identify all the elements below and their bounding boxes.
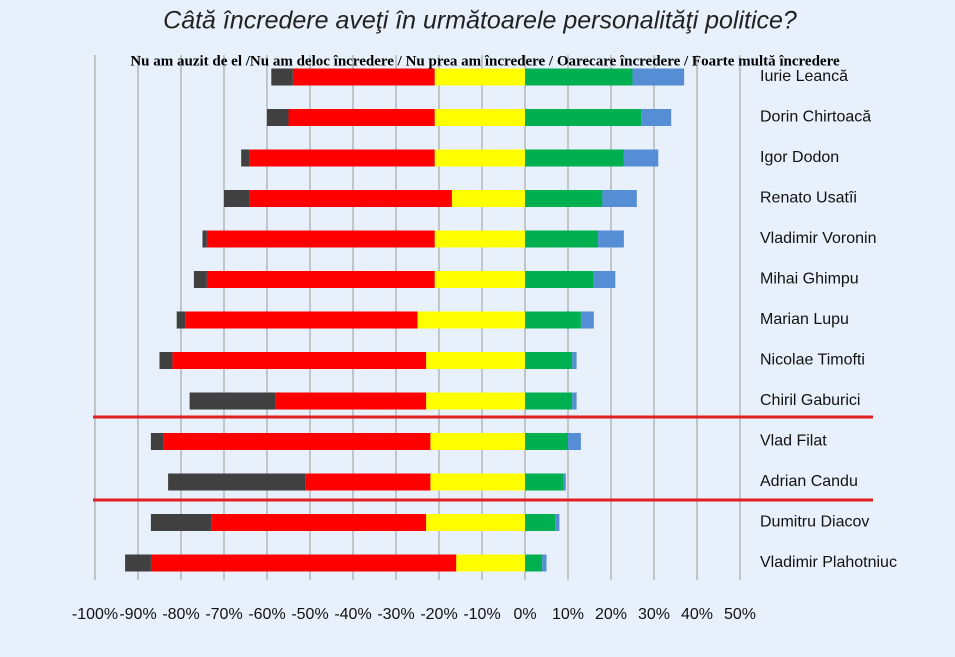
x-tick-label: 0% [513,606,536,623]
x-tick-label: -50% [291,606,328,623]
bar-segment [224,190,250,207]
bar-segment [525,109,642,126]
x-tick-label: -40% [334,606,371,623]
bar-segment [430,473,525,491]
x-tick-label: -30% [377,606,414,623]
category-label: Iurie Leancă [760,68,848,85]
category-label: Nicolae Timofti [760,352,865,369]
bar-segment [568,433,581,450]
category-label: Renato Usatîi [760,190,857,207]
bar-segment [542,554,547,572]
bar-segment [580,311,594,329]
x-tick-label: 10% [552,606,584,623]
category-label: Igor Dodon [760,149,839,166]
bar-segment [211,514,427,531]
bar-segment [525,433,568,450]
bar-segment [555,514,560,531]
x-tick-label: -10% [463,606,500,623]
bar-segment [525,190,603,207]
x-tick-label: 30% [638,606,670,623]
bar-segment [434,68,525,86]
bar-segment [125,554,151,572]
bar-segment [292,68,435,86]
bar-segment [249,149,435,167]
bar-segment [525,68,633,86]
bar-segment [598,230,624,248]
bar-segment [456,554,525,572]
bar-segment [525,392,573,410]
bar-segment [275,392,427,410]
category-label: Dorin Chirtoacă [760,109,871,126]
bar-segment [159,352,173,369]
bar-segment [241,149,250,167]
bar-segment [525,271,594,288]
category-label: Dumitru Diacov [760,514,869,531]
bar-segment [434,109,525,126]
x-tick-label: 20% [595,606,627,623]
bar-segment [150,433,164,450]
bar-segment [525,352,573,369]
x-tick-label: -60% [248,606,285,623]
bar-segment [525,514,556,531]
x-tick-label: -20% [420,606,457,623]
bars [125,68,685,572]
category-label: Mihai Ghimpu [760,271,859,288]
bar-segment [305,473,431,491]
category-label: Adrian Candu [760,473,858,490]
bar-segment [426,392,525,410]
bar-segment [288,109,435,126]
chart-title: Câtă încredere aveţi în următoarele pers… [163,7,797,35]
x-tick-label: 50% [724,606,756,623]
category-label: Marian Lupu [760,311,849,328]
bar-segment [525,554,543,572]
bar-segment [434,230,525,248]
category-label: Vladimir Voronin [760,230,877,247]
bar-segment [525,149,624,167]
bar-segment [193,271,207,288]
bar-segment [426,352,525,369]
bar-segment [632,68,685,86]
bar-segment [430,433,525,450]
bar-segment [249,190,452,207]
bar-segment [434,149,525,167]
x-tick-label: -80% [162,606,199,623]
bar-segment [185,311,418,329]
bar-segment [426,514,525,531]
bar-segment [525,473,564,491]
bar-segment [572,352,577,369]
x-tick-label: -100% [72,606,118,623]
bar-segment [163,433,431,450]
bar-segment [434,271,525,288]
category-label: Chiril Gaburici [760,392,860,409]
bar-segment [206,271,435,288]
subtitle: Nu am auzit de el /Nu am deloc încredere… [130,53,840,69]
bar-segment [525,311,581,329]
x-tick-label: 40% [681,606,713,623]
bar-segment [593,271,616,288]
bar-segment [150,554,457,572]
bar-segment [189,392,276,410]
bar-segment [168,473,306,491]
bar-segment [202,230,207,248]
bar-segment [623,149,659,167]
category-label: Vlad Filat [760,433,827,450]
bar-segment [525,230,599,248]
category-label: Vladimir Plahotniuc [760,554,897,571]
bar-segment [267,109,289,126]
bar-segment [150,514,212,531]
bar-segment [206,230,435,248]
bar-segment [451,190,525,207]
bar-segment [572,392,577,410]
bar-segment [602,190,637,207]
x-tick-label: -90% [119,606,156,623]
bar-segment [563,473,566,491]
bar-segment [641,109,672,126]
x-tick-label: -70% [205,606,242,623]
bar-segment [176,311,186,329]
bar-segment [417,311,525,329]
bar-segment [172,352,427,369]
bar-segment [271,68,293,86]
